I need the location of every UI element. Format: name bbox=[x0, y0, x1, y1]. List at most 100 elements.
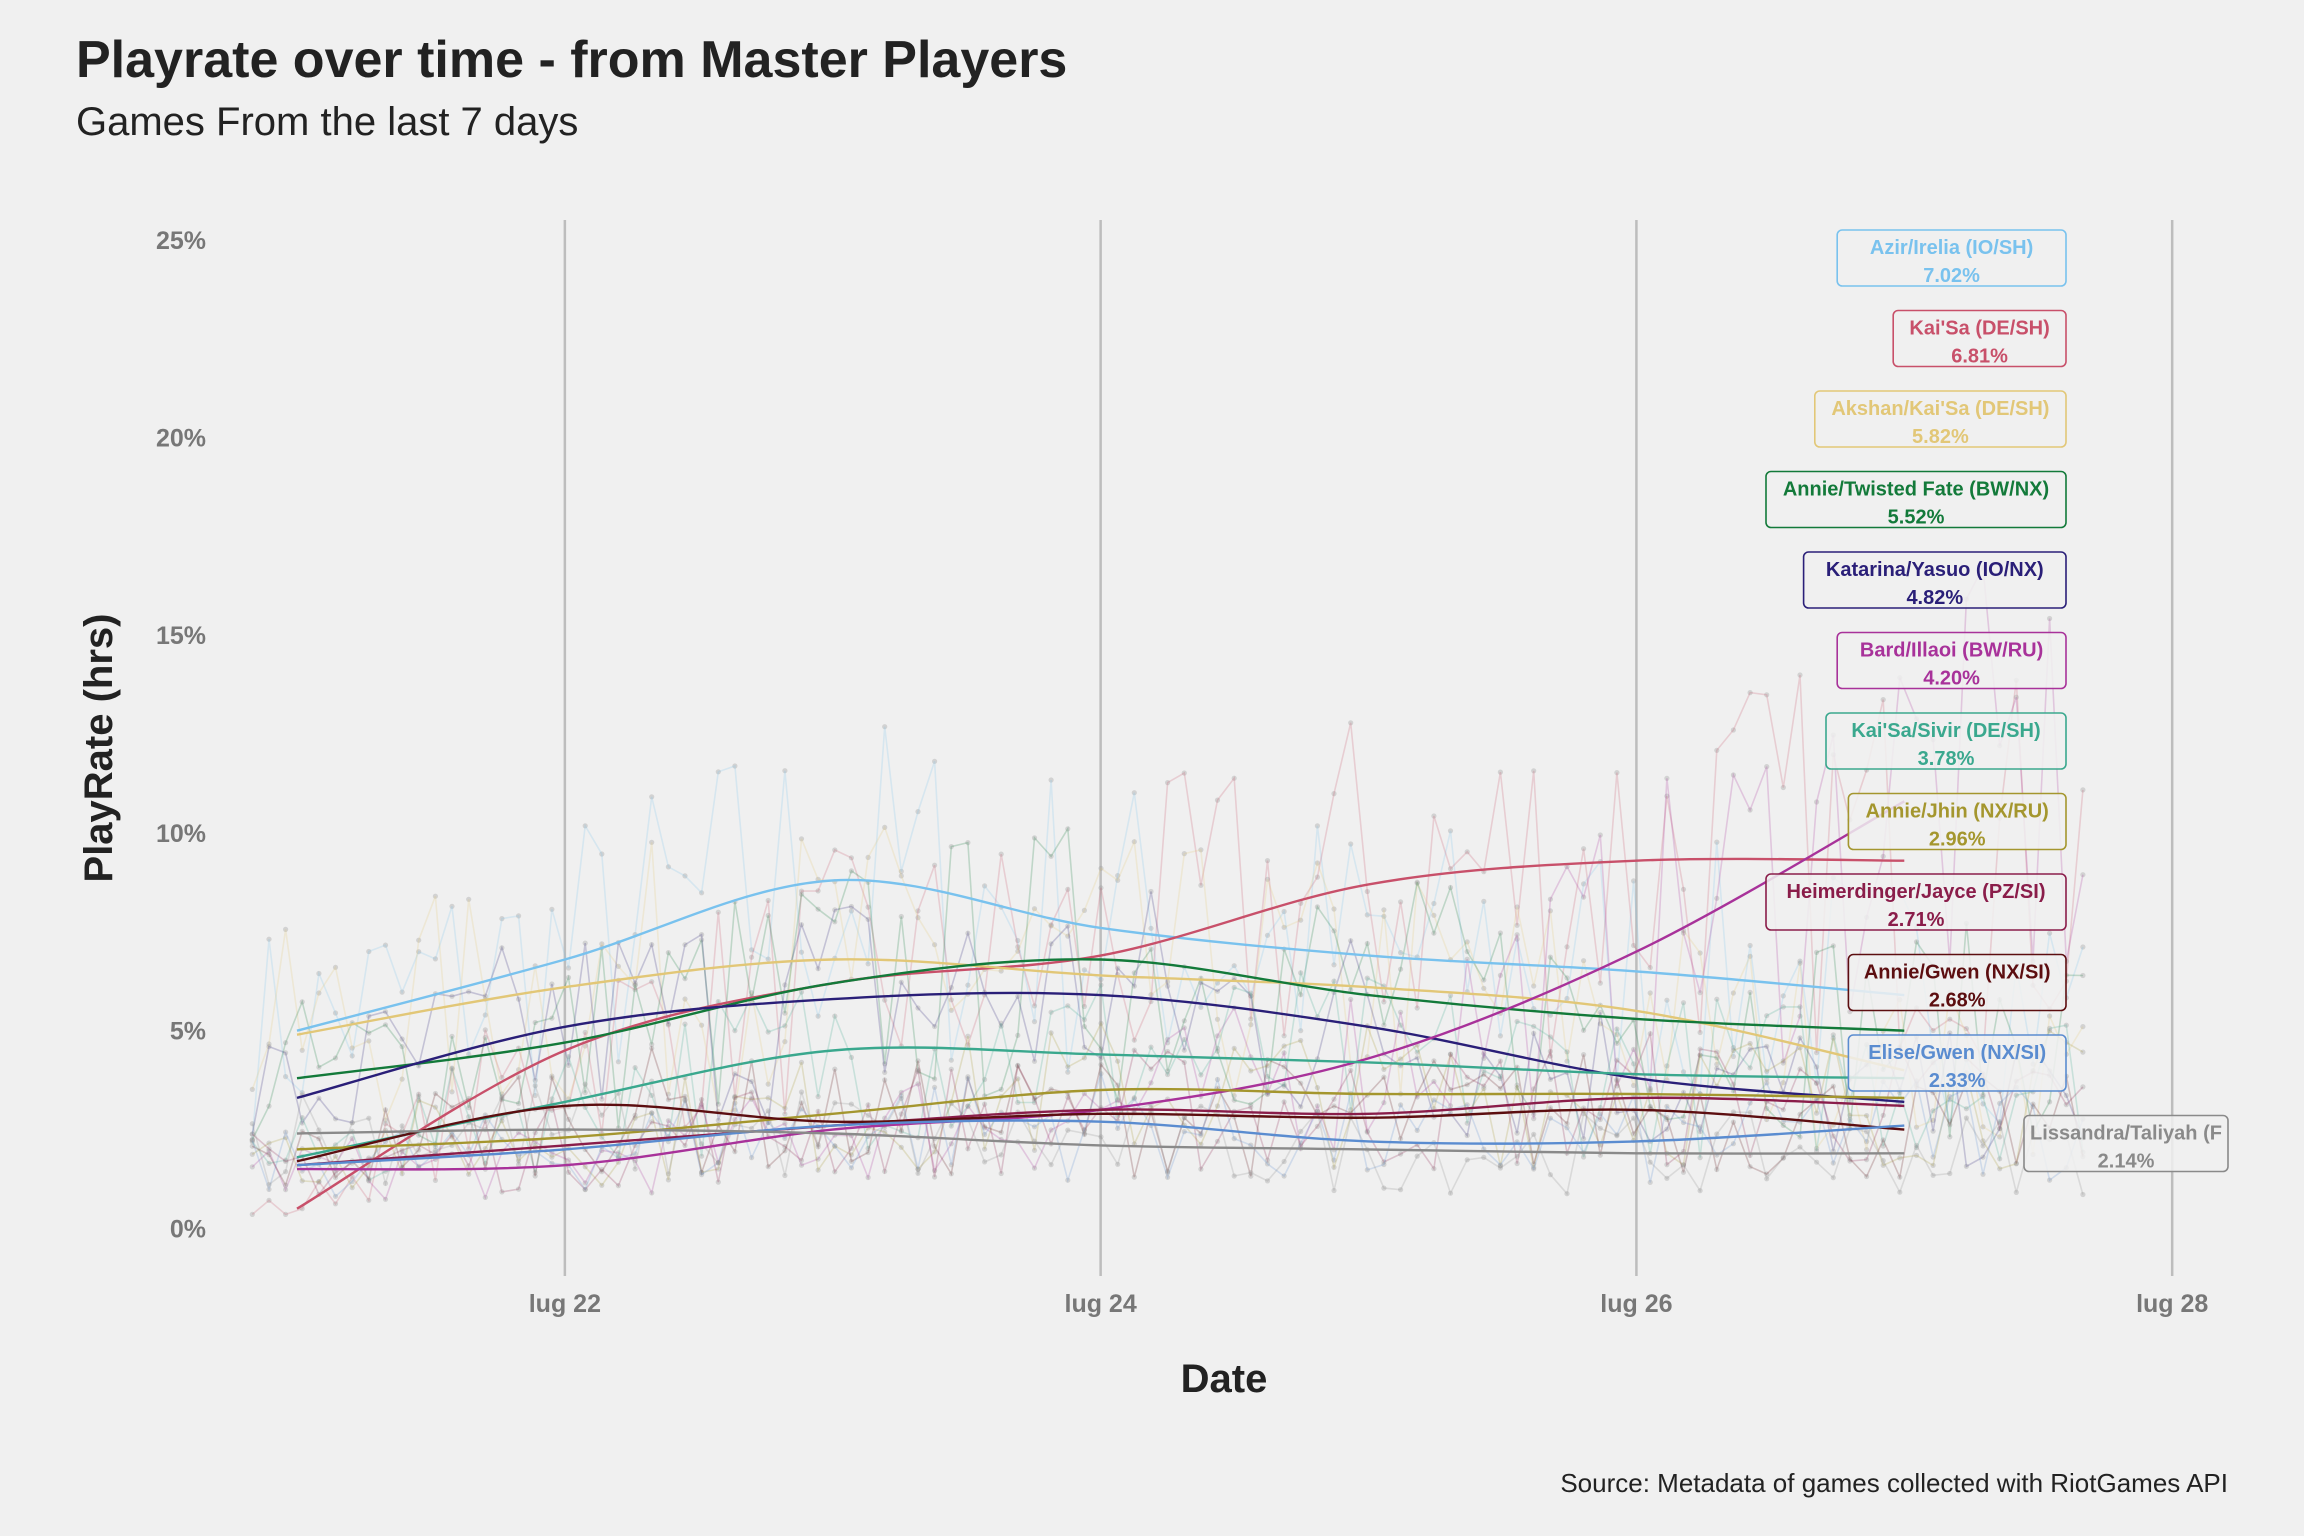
raw-point bbox=[1331, 1157, 1337, 1163]
raw-point bbox=[1314, 1103, 1320, 1109]
raw-point bbox=[1447, 1103, 1454, 1109]
raw-point bbox=[1714, 996, 1720, 1002]
raw-point bbox=[782, 1023, 788, 1029]
raw-point bbox=[665, 1118, 672, 1124]
raw-point bbox=[499, 1094, 505, 1100]
raw-point bbox=[449, 903, 455, 909]
raw-point bbox=[599, 1112, 605, 1118]
raw-point bbox=[1997, 1126, 2003, 1132]
raw-point bbox=[1614, 1110, 1620, 1116]
raw-point bbox=[1298, 992, 1304, 998]
raw-point bbox=[1364, 888, 1370, 895]
raw-point bbox=[898, 1111, 904, 1117]
raw-point bbox=[915, 1166, 921, 1172]
raw-point bbox=[1830, 1032, 1836, 1038]
raw-point bbox=[1764, 1013, 1770, 1019]
raw-point bbox=[1098, 1134, 1104, 1140]
raw-point bbox=[1464, 939, 1470, 945]
raw-point bbox=[1897, 1189, 1903, 1195]
raw-point bbox=[382, 942, 389, 948]
raw-point bbox=[1048, 777, 1054, 783]
raw-point bbox=[1980, 1138, 1986, 1144]
raw-point bbox=[482, 1012, 488, 1018]
raw-point bbox=[699, 1097, 705, 1103]
series-line bbox=[296, 958, 1905, 1072]
raw-point bbox=[1664, 1126, 1670, 1132]
raw-point bbox=[1398, 1056, 1404, 1062]
raw-point bbox=[349, 1135, 355, 1142]
raw-point bbox=[615, 1154, 622, 1160]
raw-point bbox=[1431, 912, 1437, 918]
raw-point bbox=[1065, 1003, 1071, 1009]
source-note: Source: Metadata of games collected with… bbox=[1560, 1468, 2228, 1498]
raw-point bbox=[1797, 1035, 1803, 1041]
raw-point bbox=[1281, 1082, 1287, 1088]
raw-point bbox=[2013, 694, 2019, 700]
raw-point bbox=[1897, 1155, 1903, 1161]
raw-point bbox=[516, 1186, 522, 1192]
raw-point bbox=[1680, 1069, 1687, 1075]
raw-point bbox=[1165, 1174, 1171, 1180]
raw-point bbox=[516, 1100, 522, 1107]
raw-point bbox=[582, 1164, 588, 1170]
series-label: Kai'Sa (DE/SH) 6.81% bbox=[1892, 309, 2067, 368]
raw-point bbox=[1913, 1124, 1920, 1130]
raw-point bbox=[1514, 932, 1520, 938]
raw-point bbox=[732, 1028, 738, 1034]
raw-point bbox=[732, 1094, 738, 1100]
raw-point bbox=[1947, 1094, 1953, 1100]
raw-point bbox=[1847, 1158, 1853, 1164]
raw-point bbox=[1697, 1029, 1703, 1036]
raw-point bbox=[1165, 1036, 1171, 1042]
raw-point bbox=[765, 956, 771, 962]
raw-point bbox=[1115, 1082, 1121, 1088]
raw-point bbox=[516, 913, 522, 919]
raw-point bbox=[432, 1177, 438, 1183]
raw-point bbox=[1181, 1115, 1187, 1121]
raw-point bbox=[1947, 1134, 1953, 1140]
raw-point bbox=[1298, 900, 1304, 906]
raw-point bbox=[482, 1027, 488, 1033]
raw-point bbox=[1081, 907, 1087, 914]
raw-point bbox=[1098, 1062, 1104, 1068]
raw-point bbox=[1730, 1119, 1736, 1125]
raw-point bbox=[349, 1120, 355, 1126]
series-line bbox=[296, 1096, 1905, 1167]
raw-point bbox=[765, 912, 771, 919]
series-label-name: Akshan/Kai'Sa (DE/SH) bbox=[1831, 398, 2049, 420]
raw-point bbox=[1497, 769, 1503, 775]
raw-point bbox=[665, 1091, 672, 1097]
raw-point bbox=[948, 1141, 954, 1147]
raw-point bbox=[1131, 1095, 1137, 1101]
series-label-name: Annie/Twisted Fate (BW/NX) bbox=[1783, 479, 2049, 501]
raw-point bbox=[283, 1135, 289, 1141]
raw-point bbox=[1531, 1086, 1537, 1092]
raw-point bbox=[1747, 1100, 1753, 1106]
raw-point bbox=[1514, 1018, 1520, 1025]
raw-point bbox=[1730, 1053, 1736, 1060]
raw-point bbox=[965, 1146, 971, 1152]
raw-point bbox=[1348, 841, 1354, 847]
raw-point bbox=[1814, 1110, 1820, 1116]
series-label-value: 7.02% bbox=[1923, 265, 1980, 287]
raw-point bbox=[2063, 1102, 2069, 1108]
raw-point bbox=[432, 1104, 438, 1110]
raw-point bbox=[1464, 1074, 1470, 1080]
raw-point bbox=[1447, 866, 1454, 872]
raw-point bbox=[932, 1168, 938, 1174]
raw-point bbox=[1547, 1034, 1553, 1040]
raw-point bbox=[982, 1124, 988, 1130]
raw-point bbox=[1697, 1124, 1703, 1130]
raw-point bbox=[599, 1147, 605, 1154]
raw-point bbox=[898, 1127, 904, 1133]
raw-point bbox=[682, 1096, 688, 1103]
raw-point bbox=[932, 862, 938, 868]
raw-point bbox=[1398, 966, 1404, 972]
raw-point bbox=[2013, 1092, 2019, 1098]
raw-point bbox=[782, 1111, 788, 1117]
raw-point bbox=[832, 1100, 838, 1106]
raw-point bbox=[1581, 1052, 1587, 1058]
raw-point bbox=[699, 890, 705, 896]
raw-point bbox=[965, 1033, 971, 1039]
